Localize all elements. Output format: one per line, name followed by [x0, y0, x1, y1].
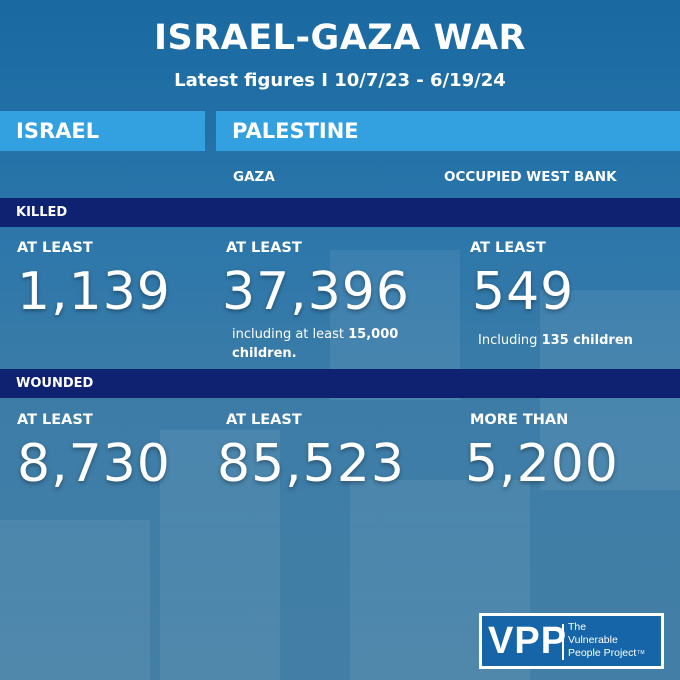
gaza-wounded-qualifier: AT LEAST — [226, 412, 302, 428]
gaza-killed-note-prefix: including at least — [232, 327, 349, 342]
gaza-wounded-value: 85,523 — [217, 434, 405, 494]
west-bank-killed-value: 549 — [472, 262, 575, 322]
israel-killed-qualifier: AT LEAST — [17, 240, 93, 256]
west-bank-killed-note-bold: 135 children — [541, 333, 633, 348]
vpp-logo-panel: VPP The Vulnerable People ProjectTM — [482, 616, 661, 666]
west-bank-killed-qualifier: AT LEAST — [470, 240, 546, 256]
vpp-logo-divider — [562, 624, 564, 660]
israel-wounded-qualifier: AT LEAST — [17, 412, 93, 428]
vpp-logo-wordmark: The Vulnerable People ProjectTM — [568, 621, 645, 660]
page-subtitle: Latest figures I 10/7/23 - 6/19/24 — [174, 70, 506, 91]
vpp-logo-mark: VPP — [488, 620, 568, 662]
israel-killed-value: 1,139 — [17, 262, 171, 322]
tab-palestine: PALESTINE — [216, 111, 680, 151]
gaza-killed-note: including at least 15,000 children. — [232, 325, 398, 363]
west-bank-killed-note: Including 135 children — [478, 331, 633, 350]
west-bank-killed-note-prefix: Including — [478, 333, 542, 348]
gaza-killed-qualifier: AT LEAST — [226, 240, 302, 256]
vpp-logo-tm: TM — [637, 650, 645, 656]
west-bank-wounded-value: 5,200 — [465, 434, 619, 494]
israel-wounded-value: 8,730 — [17, 434, 171, 494]
building-silhouette — [0, 520, 150, 680]
column-header-gaza: GAZA — [233, 169, 275, 185]
gaza-killed-value: 37,396 — [222, 262, 410, 322]
vpp-logo: VPP The Vulnerable People ProjectTM — [479, 613, 664, 669]
vpp-logo-line1: The — [568, 621, 587, 633]
killed-band: KILLED — [0, 198, 680, 227]
wounded-band: WOUNDED — [0, 369, 680, 398]
vpp-logo-line3-text: People Project — [568, 647, 637, 659]
vpp-logo-line3: People ProjectTM — [568, 647, 645, 660]
vpp-logo-line2: Vulnerable — [568, 634, 618, 646]
building-silhouette — [160, 430, 280, 680]
page-title: ISRAEL-GAZA WAR — [153, 18, 527, 58]
tab-israel: ISRAEL — [0, 111, 205, 151]
gaza-killed-note-bold: 15,000 — [348, 327, 399, 342]
column-header-west-bank: OCCUPIED WEST BANK — [444, 169, 617, 185]
gaza-killed-note-line2: children. — [232, 346, 297, 361]
west-bank-wounded-qualifier: MORE THAN — [470, 412, 569, 428]
